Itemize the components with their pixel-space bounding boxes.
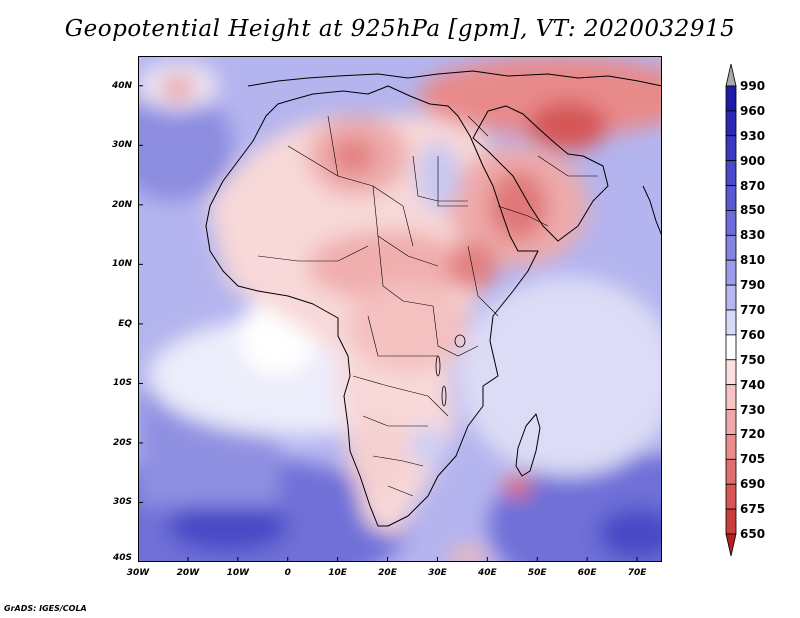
map-panel	[138, 56, 662, 562]
colorbar-band	[725, 359, 737, 386]
colorbar-level-label: 760	[740, 327, 766, 342]
colorbar-level-label: 770	[740, 303, 766, 317]
lat-label: 10S	[112, 378, 132, 389]
colorbar-band	[725, 434, 737, 460]
colorbar-level-label: 990	[740, 79, 766, 93]
lat-label: EQ	[118, 318, 132, 329]
colorbar-level-label: 675	[740, 502, 766, 517]
colorbar-level-label: 650	[740, 527, 766, 541]
lon-label: 70E	[627, 568, 647, 578]
africa-coastline	[205, 85, 539, 527]
coastlines	[205, 70, 662, 527]
colorbar-top-arrow	[725, 63, 737, 87]
colorbar-level-label: 930	[740, 128, 766, 143]
lat-label: 10N	[111, 259, 132, 270]
country-borders	[257, 115, 598, 497]
lon-label: 60E	[577, 568, 597, 578]
lon-label: 20E	[378, 568, 397, 578]
colorbar-band	[725, 259, 737, 286]
colorbar-band	[725, 409, 737, 435]
lon-label: 10E	[328, 568, 347, 578]
colorbar-level-label: 750	[740, 352, 766, 367]
lon-label: 20W	[176, 568, 200, 578]
colorbar-band	[725, 210, 737, 236]
colorbar-level-label: 960	[740, 103, 766, 118]
colorbar-band	[725, 135, 737, 162]
colorbar-band	[725, 384, 737, 410]
colorbar-bottom-arrow	[725, 533, 737, 557]
north-coastline	[247, 70, 662, 87]
colorbar-level-label: 900	[740, 153, 766, 168]
colorbar-level-label: 705	[740, 452, 766, 467]
lat-label: 40S	[112, 553, 132, 563]
lon-label: 10W	[226, 568, 250, 578]
colorbar-band	[725, 508, 737, 535]
india-coastline	[642, 185, 662, 237]
colorbar-band	[725, 85, 737, 112]
colorbar-level-label: 870	[740, 178, 766, 193]
colorbar-level-label: 810	[740, 253, 766, 268]
colorbar-level-label: 740	[740, 377, 766, 392]
colorbar-band	[725, 309, 737, 336]
colorbar	[725, 63, 737, 557]
colorbar-level-label: 720	[740, 427, 766, 442]
colorbar-level-label: 730	[740, 402, 766, 417]
lon-label: 30W	[126, 568, 150, 578]
colorbar-band	[725, 458, 737, 485]
lon-label: 0	[284, 568, 291, 578]
chart-title: Geopotential Height at 925hPa [gpm], VT:…	[64, 16, 736, 42]
map-frame	[138, 56, 662, 562]
colorbar-band	[725, 483, 737, 510]
lat-label: 30S	[112, 497, 132, 508]
colorbar-band	[725, 284, 737, 311]
height-field	[138, 56, 662, 562]
lat-label: 20N	[111, 199, 132, 210]
madagascar-coastline	[515, 413, 541, 477]
colorbar-level-label: 790	[740, 278, 766, 293]
colorbar-band	[725, 160, 737, 186]
colorbar-band	[725, 185, 737, 211]
lat-label: 30N	[111, 140, 132, 151]
colorbar-level-label: 830	[740, 228, 766, 243]
axis-ticks	[138, 85, 638, 562]
lat-label: 40N	[111, 80, 132, 91]
lon-label: 40E	[477, 568, 497, 578]
colorbar-level-label: 690	[740, 477, 766, 492]
lon-label: 50E	[527, 568, 547, 578]
arabia-coastline	[472, 105, 609, 242]
colorbar-level-label: 850	[740, 203, 766, 218]
colorbar-band	[725, 234, 737, 261]
lat-label: 20S	[112, 437, 132, 448]
lon-label: 30E	[428, 568, 447, 578]
colorbar-band	[725, 110, 737, 137]
colorbar-band	[725, 334, 737, 361]
footer-credit: GrADS: IGES/COLA	[4, 604, 87, 613]
lakes	[435, 334, 466, 407]
